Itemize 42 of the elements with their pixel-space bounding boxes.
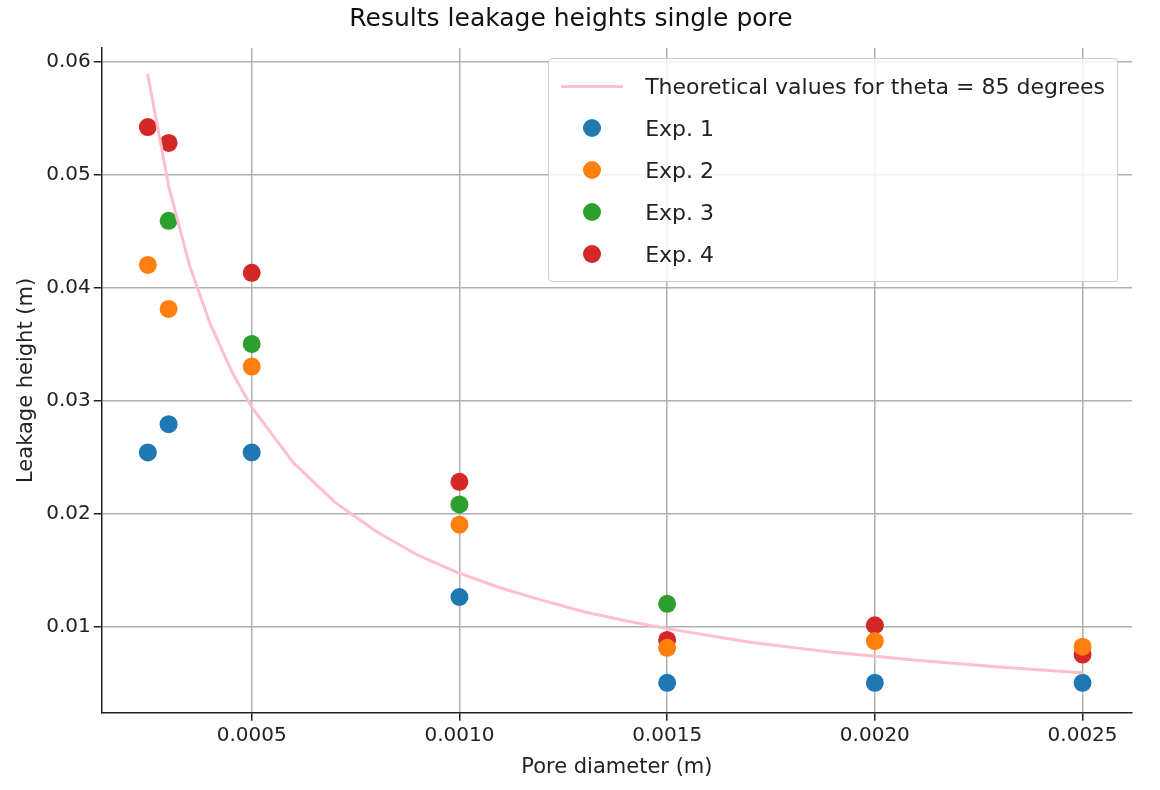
point (865, 632, 884, 651)
point (1073, 637, 1092, 656)
legend-label: Exp. 2 (645, 157, 714, 183)
y-tick-label: 0.04 (46, 273, 91, 298)
legend-label: Exp. 4 (645, 241, 714, 267)
point (450, 588, 469, 607)
point (242, 443, 261, 462)
point (865, 673, 884, 692)
point (1073, 673, 1092, 692)
point (159, 133, 178, 152)
chart-title: Results leakage heights single pore (349, 2, 793, 32)
x-tick-label: 0.0025 (1047, 722, 1118, 746)
point (138, 118, 157, 137)
point (450, 495, 469, 514)
point (159, 299, 178, 318)
point (138, 255, 157, 274)
point (450, 472, 469, 491)
point (242, 263, 261, 282)
x-tick-label: 0.0010 (424, 722, 495, 746)
x-tick-label: 0.0015 (632, 722, 703, 746)
legend-label: Exp. 3 (645, 199, 714, 225)
point (159, 415, 178, 434)
point (159, 211, 178, 230)
x-tick-label: 0.0005 (216, 722, 287, 746)
point (658, 673, 677, 692)
y-tick-label: 0.03 (46, 386, 91, 411)
point (138, 443, 157, 462)
point (865, 616, 884, 635)
point (242, 334, 261, 353)
legend-label: Exp. 1 (645, 115, 714, 141)
x-tick-label: 0.0020 (839, 722, 910, 746)
y-axis-title: Leakage height (m) (13, 277, 38, 483)
y-tick-label: 0.06 (46, 47, 91, 72)
y-tick-label: 0.05 (46, 160, 91, 185)
point (450, 515, 469, 534)
y-tick-label: 0.01 (46, 612, 91, 637)
point (242, 357, 261, 376)
legend-label: Theoretical values for theta = 85 degrees (645, 73, 1105, 99)
point (658, 594, 677, 613)
point (658, 638, 677, 657)
x-axis-title: Pore diameter (m) (521, 753, 713, 778)
y-tick-label: 0.02 (46, 499, 91, 524)
